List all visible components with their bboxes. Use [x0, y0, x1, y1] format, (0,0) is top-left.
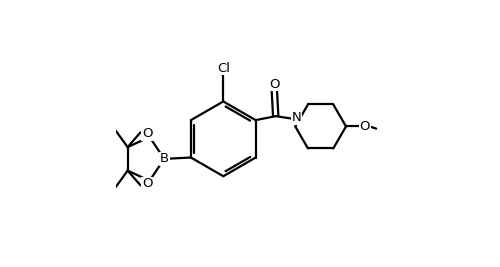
Text: O: O	[142, 127, 152, 140]
Text: B: B	[160, 152, 169, 165]
Text: N: N	[292, 111, 302, 124]
Text: Cl: Cl	[217, 62, 230, 74]
Text: O: O	[142, 178, 152, 190]
Text: O: O	[269, 78, 280, 91]
Text: O: O	[360, 120, 370, 133]
